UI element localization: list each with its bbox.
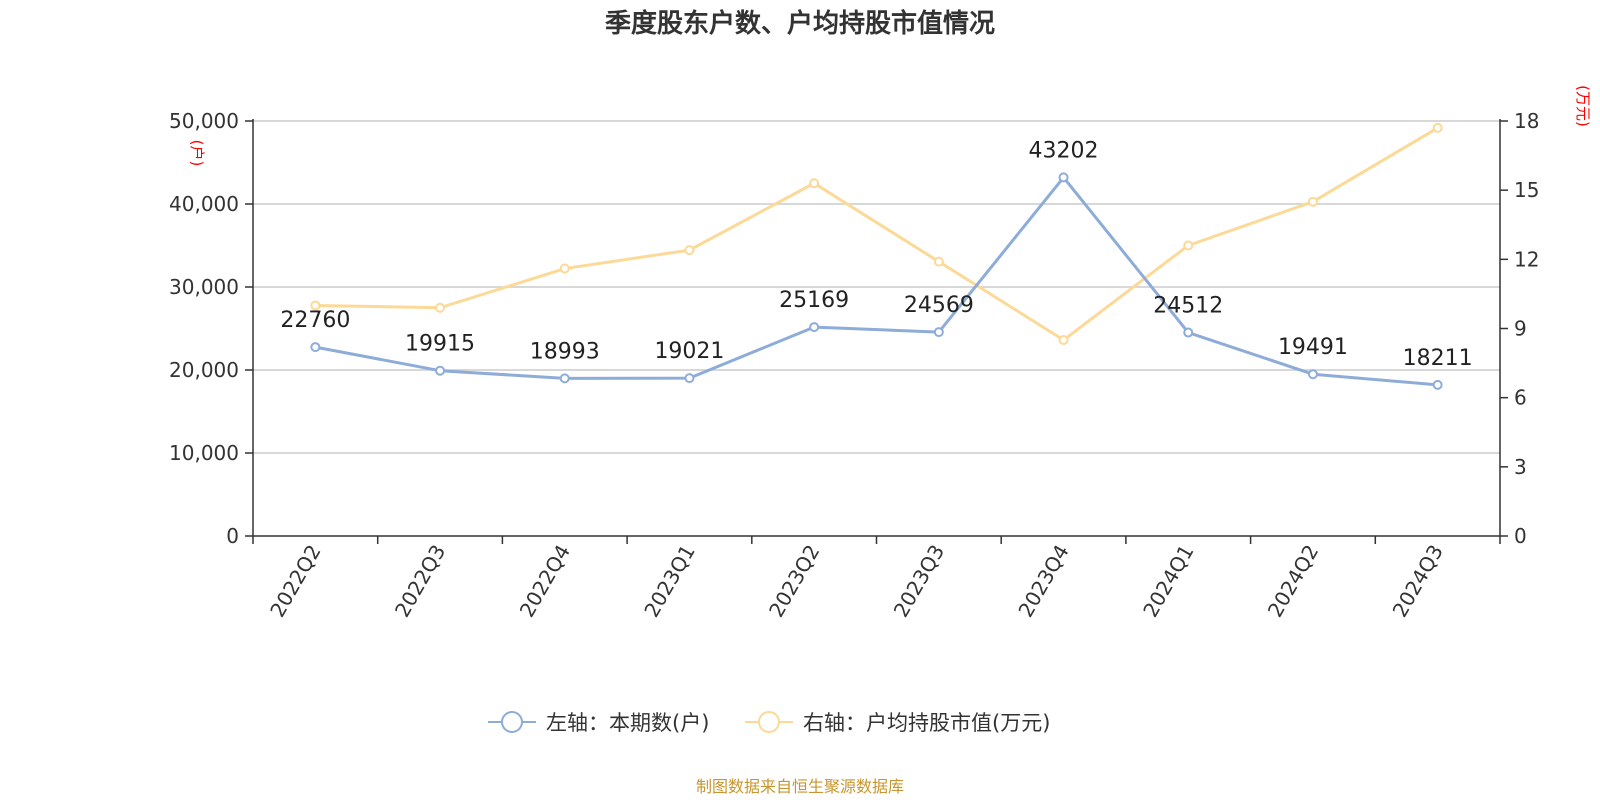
- x-tick-label: 2023Q2: [764, 541, 824, 622]
- right-axis-unit: (万元): [1574, 85, 1592, 127]
- left-tick-label: 0: [226, 524, 239, 548]
- data-point-right: [310, 300, 321, 311]
- data-point-right: [933, 256, 944, 267]
- data-point-left: [435, 365, 446, 376]
- right-tick-label: 0: [1514, 524, 1527, 548]
- x-tick-label: 2024Q2: [1263, 541, 1323, 622]
- data-point-right: [1432, 122, 1443, 133]
- x-tick-label: 2022Q4: [515, 541, 575, 622]
- left-axis-unit: (户): [188, 140, 206, 167]
- x-tick-label: 2023Q1: [639, 541, 699, 622]
- data-point-left: [310, 342, 321, 353]
- data-point-left: [1307, 369, 1318, 380]
- legend-label: 右轴：户均持股市值(万元): [803, 711, 1050, 735]
- left-tick-label: 20,000: [169, 358, 239, 382]
- data-label: 19491: [1278, 335, 1348, 360]
- x-tick-label: 2024Q1: [1138, 541, 1198, 622]
- data-label: 24569: [904, 293, 974, 318]
- left-tick-label: 10,000: [169, 441, 239, 465]
- right-tick-label: 9: [1514, 317, 1527, 341]
- data-point-right: [684, 245, 695, 256]
- data-label: 43202: [1029, 138, 1099, 163]
- data-point-left: [933, 327, 944, 338]
- data-point-left: [1432, 379, 1443, 390]
- data-point-left: [684, 373, 695, 384]
- data-point-left: [809, 322, 820, 333]
- data-label: 19915: [405, 332, 475, 357]
- data-point-right: [1183, 240, 1194, 251]
- data-label: 18993: [530, 339, 600, 364]
- source-note: 制图数据来自恒生聚源数据库: [696, 777, 904, 796]
- data-point-left: [559, 373, 570, 384]
- data-point-left: [1058, 172, 1069, 183]
- right-tick-label: 6: [1514, 386, 1527, 410]
- data-point-right: [1058, 335, 1069, 346]
- series-line-right: [315, 126, 1439, 342]
- data-label: 22760: [280, 308, 350, 333]
- chart-title: 季度股东户数、户均持股市值情况: [605, 8, 995, 39]
- left-tick-label: 40,000: [169, 192, 239, 216]
- plot-layer: 0 10,000 20,000 30,000 40,000 50,000 0 3 6 9 12 15 1…: [169, 109, 1539, 735]
- data-label: 24512: [1153, 294, 1223, 319]
- x-tick-label: 2022Q2: [265, 541, 325, 622]
- right-tick-label: 18: [1514, 109, 1539, 133]
- right-tick-label: 15: [1514, 178, 1539, 202]
- legend-marker: [758, 711, 780, 733]
- data-point-left: [1183, 327, 1194, 338]
- right-tick-label: 3: [1514, 455, 1527, 479]
- x-tick-label: 2023Q4: [1013, 541, 1073, 622]
- left-tick-label: 50,000: [169, 109, 239, 133]
- data-label: 19021: [654, 339, 724, 364]
- series-line-left: [315, 175, 1438, 387]
- data-label: 18211: [1403, 346, 1473, 371]
- data-label: 25169: [779, 288, 849, 313]
- data-point-right: [559, 263, 570, 274]
- data-point-right: [809, 178, 820, 189]
- right-tick-label: 12: [1514, 247, 1539, 271]
- left-tick-label: 30,000: [169, 275, 239, 299]
- x-tick-label: 2023Q3: [889, 541, 949, 622]
- x-tick-label: 2024Q3: [1388, 541, 1448, 622]
- data-point-right: [1307, 196, 1318, 207]
- legend-marker: [501, 711, 523, 733]
- legend-label: 左轴：本期数(户): [546, 711, 709, 735]
- data-point-right: [435, 302, 446, 313]
- x-tick-label: 2022Q3: [390, 541, 450, 622]
